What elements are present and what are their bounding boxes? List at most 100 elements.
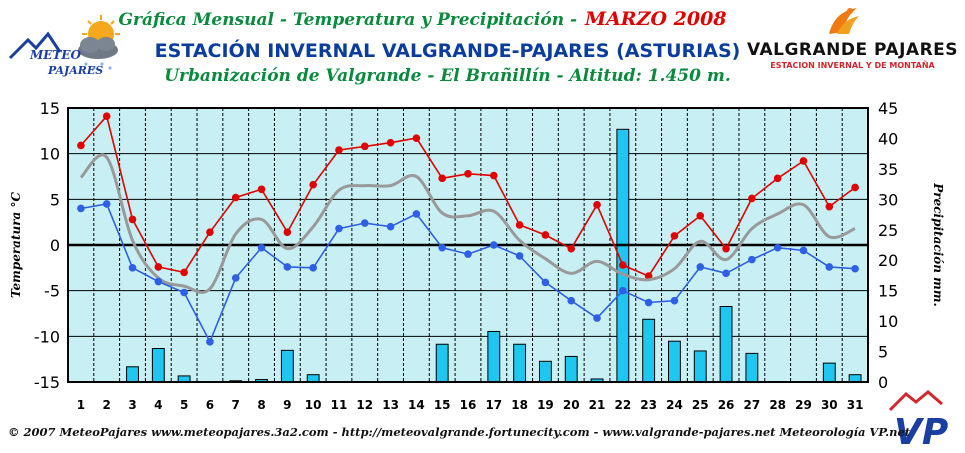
footer-credits: © 2007 MeteoPajares www.meteopajares.3a2… <box>8 425 911 439</box>
x-tick-label: 1 <box>77 398 85 412</box>
data-point-max <box>773 174 782 183</box>
data-point-max <box>180 268 188 277</box>
data-point-max <box>696 211 705 220</box>
data-point-max <box>541 231 550 239</box>
y-tick-label-right: 15 <box>878 282 898 301</box>
data-point-min <box>619 286 627 295</box>
y-axis-left-label: Temperatura °C <box>9 192 23 299</box>
y-tick-label-left: -15 <box>34 373 60 392</box>
data-point-min <box>541 278 550 287</box>
data-point-min <box>102 200 111 208</box>
x-tick-label: 18 <box>511 398 528 412</box>
x-tick-label: 2 <box>103 398 111 412</box>
y-axis-right-label: Precipitación mm. <box>931 182 945 306</box>
data-point-max <box>128 215 137 224</box>
y-tick-label-right: 45 <box>878 99 898 118</box>
logo-text-meteo: METEO <box>30 48 81 62</box>
precip-bar <box>487 330 501 383</box>
y-tick-label-left: -10 <box>34 327 60 346</box>
y-tick-label-right: 5 <box>878 343 888 362</box>
x-tick-label: 13 <box>382 398 399 412</box>
x-tick-label: 9 <box>283 398 291 412</box>
plot-frame <box>67 107 869 383</box>
data-point-min <box>567 296 576 305</box>
data-point-min <box>206 338 214 346</box>
y-tick-label-right: 25 <box>878 221 898 240</box>
y-tick-label-left: 5 <box>50 190 60 209</box>
data-point-min <box>515 252 524 260</box>
data-point-max <box>309 180 317 189</box>
y-tick-label-right: 10 <box>878 312 898 331</box>
data-point-min <box>360 219 369 227</box>
data-point-max <box>386 138 395 147</box>
y-tick-label-left: 0 <box>50 236 60 255</box>
series-line-mean <box>79 153 856 294</box>
data-point-min <box>644 298 653 307</box>
x-tick-label: 27 <box>744 398 761 412</box>
station-title: ESTACIÓN INVERNAL VALGRANDE-PAJARES (AST… <box>154 40 741 62</box>
brand-name: VALGRANDE PAJARES <box>746 40 959 60</box>
data-point-max <box>231 193 240 202</box>
x-tick-label: 19 <box>537 398 554 412</box>
precip-bar <box>848 374 862 383</box>
meteopajares-logo <box>8 15 120 70</box>
data-point-max <box>464 169 472 178</box>
y-tick-label-right: 30 <box>878 190 898 209</box>
x-tick-label: 5 <box>180 398 188 412</box>
data-point-max <box>102 112 111 121</box>
month-label: MARZO 2008 <box>585 8 727 30</box>
data-point-min <box>283 263 292 271</box>
title-text: Gráfica Mensual - Temperatura y Precipit… <box>118 10 578 30</box>
x-tick-label: 8 <box>257 398 265 412</box>
brand-subtitle: ESTACION INVERNAL Y DE MONTAÑA <box>770 61 935 70</box>
x-tick-label: 30 <box>821 398 838 412</box>
x-tick-label: 11 <box>331 398 348 412</box>
vp-text: VP <box>894 412 948 448</box>
precip-bar <box>435 343 449 383</box>
y-tick-label-right: 40 <box>878 129 898 148</box>
y-tick-label-left: 10 <box>40 145 60 164</box>
data-point-min <box>748 255 756 264</box>
logo-text-pajares: PAJARES <box>48 64 104 77</box>
y-tick-label-right: 20 <box>878 251 898 270</box>
data-point-min <box>386 222 395 231</box>
precip-bar <box>642 318 656 383</box>
data-point-min <box>773 243 782 252</box>
data-point-min <box>490 241 498 249</box>
chart-title: Gráfica Mensual - Temperatura y Precipit… <box>0 8 905 30</box>
skier-icon <box>829 8 859 34</box>
mountain-icon <box>888 390 943 412</box>
data-point-max <box>206 228 214 237</box>
x-tick-label: 16 <box>460 398 477 412</box>
valgrande-pajares-logo: VALGRANDE PAJARES ESTACION INVERNAL Y DE… <box>745 4 960 74</box>
y-tick-label-left: -5 <box>44 282 60 301</box>
data-point-min <box>257 243 266 252</box>
data-point-min <box>851 264 859 273</box>
precip-bar <box>668 340 681 383</box>
x-tick-label: 3 <box>128 398 136 412</box>
data-point-min <box>464 250 472 258</box>
data-point-max <box>515 221 524 229</box>
data-point-min <box>180 288 188 297</box>
precip-bar <box>719 305 733 383</box>
data-point-max <box>619 261 627 269</box>
precip-bar <box>745 352 759 383</box>
precip-bar <box>513 343 527 383</box>
data-point-min <box>825 263 834 271</box>
precip-bar <box>280 349 294 383</box>
data-point-min <box>231 274 240 282</box>
data-point-max <box>438 174 446 183</box>
data-point-min <box>670 296 679 305</box>
x-tick-label: 10 <box>305 398 322 412</box>
y-tick-label-right: 0 <box>878 373 888 392</box>
x-tick-label: 6 <box>206 398 214 412</box>
precip-bar <box>693 350 707 383</box>
data-point-min <box>335 224 343 233</box>
y-tick-label-left: 15 <box>40 99 60 118</box>
data-point-max <box>335 146 343 154</box>
x-tick-label: 24 <box>666 398 683 412</box>
data-point-max <box>825 202 834 211</box>
data-point-max <box>567 244 576 253</box>
data-point-max <box>257 185 266 194</box>
x-tick-label: 14 <box>408 398 425 412</box>
